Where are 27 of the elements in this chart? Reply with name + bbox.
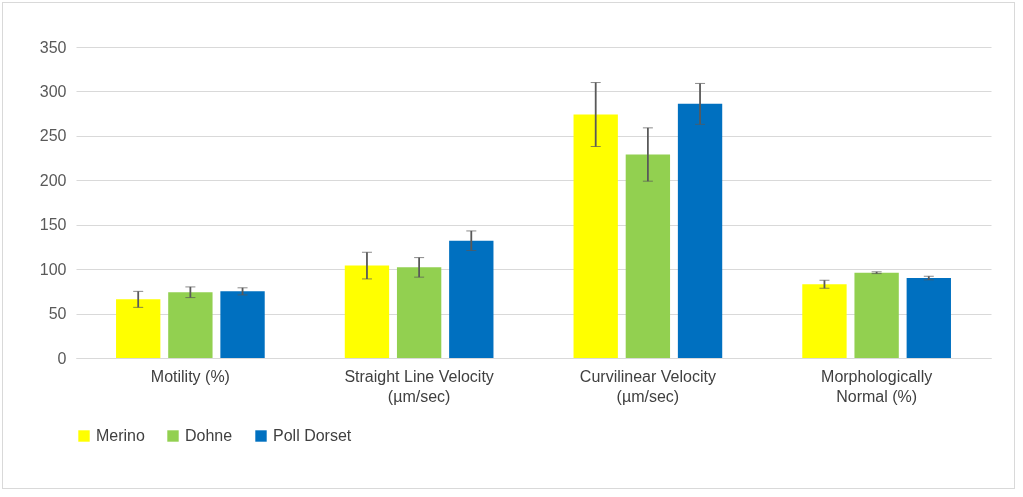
- y-tick-label: 250: [39, 127, 67, 145]
- x-tick-label: Motility (%): [150, 367, 230, 385]
- x-tick-label: Morphologically Normal (%): [821, 367, 933, 405]
- y-tick-label: 50: [48, 305, 67, 323]
- bar: [396, 267, 442, 358]
- bar: [802, 284, 847, 358]
- bar: [573, 114, 618, 358]
- bar: [220, 291, 265, 358]
- bar: [625, 154, 671, 358]
- bar: [168, 292, 213, 358]
- legend-label: Dohne: [185, 427, 233, 444]
- y-tick-label: 300: [39, 82, 67, 100]
- y-tick-label: 200: [39, 171, 67, 189]
- x-tick-label: Straight Line Velocity (µm/sec): [344, 367, 494, 405]
- bar: [449, 240, 494, 358]
- y-tick-label: 150: [39, 216, 67, 234]
- bar: [906, 278, 951, 358]
- legend-label: Merino: [96, 427, 146, 444]
- y-tick-label: 0: [57, 349, 67, 367]
- legend-label: Poll Dorset: [273, 427, 352, 444]
- bar: [344, 265, 390, 358]
- y-tick-label: 100: [39, 260, 67, 278]
- x-tick-label: Curvilinear Velocity (µm/sec): [579, 367, 716, 405]
- y-tick-label: 350: [39, 38, 67, 56]
- bar: [677, 103, 723, 358]
- bar: [116, 299, 161, 358]
- bar: [854, 272, 899, 358]
